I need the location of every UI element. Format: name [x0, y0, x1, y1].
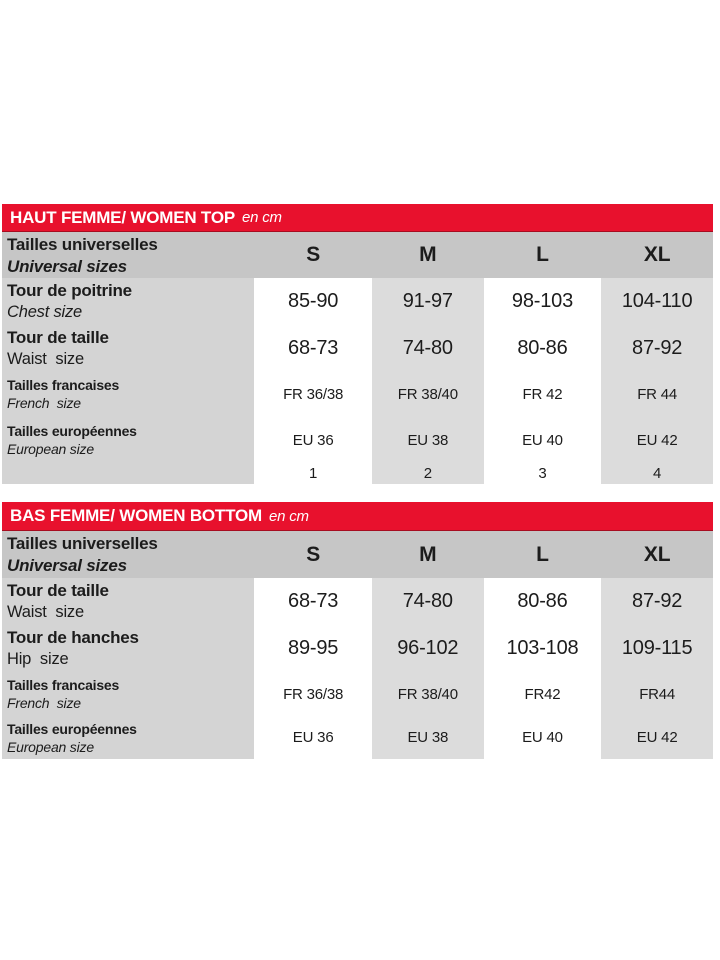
- size-value-cell: FR 38/40: [371, 371, 484, 417]
- size-value-cell: 89-95: [288, 637, 339, 659]
- size-value-cell: EU 40: [522, 431, 563, 449]
- row-label-cell: Tour de poitrine Chest size: [2, 278, 255, 325]
- size-value-cell: 74-80: [371, 325, 484, 371]
- size-value-cell: FR 42: [522, 385, 563, 403]
- size-column-label-m: M: [419, 542, 437, 566]
- row-label-fr: Tailles francaises: [7, 677, 120, 693]
- table-title: HAUT FEMME/ WOMEN TOP: [10, 207, 235, 227]
- unit-label: en cm: [268, 507, 309, 525]
- hip-size-row: Tour de hanches Hip size 89-95 96-102 10…: [2, 625, 713, 672]
- size-column-label-s: S: [306, 243, 321, 266]
- size-value-cell: 103-108: [506, 637, 579, 659]
- size-value-cell: 104-110: [601, 278, 713, 325]
- row-label-cell: Tour de taille Waist size: [2, 325, 255, 371]
- size-column-label-m: M: [419, 243, 437, 266]
- row-label-cell: Tailles francaises French size: [2, 672, 255, 716]
- row-label-cell: Tailles francaises French size: [2, 371, 255, 417]
- size-value-cell: FR 44: [601, 371, 713, 417]
- size-value-cell: 80-86: [517, 590, 568, 612]
- row-label-en: European size: [7, 441, 94, 457]
- row-label-cell: Tailles européennes European size: [2, 716, 255, 759]
- size-index-cell: 2: [371, 463, 484, 484]
- size-value-cell: 80-86: [517, 336, 568, 359]
- size-value-cell: FR 36/38: [283, 685, 344, 703]
- row-label-fr: Tour de hanches: [7, 628, 139, 647]
- size-value-cell: 68-73: [288, 590, 339, 612]
- sizes-header-row: Tailles universelles Universal sizes S M…: [2, 531, 713, 578]
- row-label-en: Waist size: [7, 603, 84, 621]
- women-top-table: HAUT FEMME/ WOMEN TOP en cm Tailles univ…: [2, 204, 713, 484]
- row-label-fr: Tailles européennes: [7, 720, 137, 737]
- size-index-row: 1 2 3 4: [2, 463, 713, 484]
- size-value-cell: EU 38: [371, 417, 484, 463]
- waist-size-row: Tour de taille Waist size 68-73 74-80 80…: [2, 325, 713, 371]
- row-label-fr: Tailles universelles: [7, 234, 158, 254]
- size-index-cell: 4: [601, 463, 713, 484]
- european-size-row: Tailles européennes European size EU 36 …: [2, 716, 713, 759]
- row-label-en: European size: [7, 738, 94, 755]
- size-value-cell: 109-115: [601, 625, 713, 672]
- chest-size-row: Tour de poitrine Chest size 85-90 91-97 …: [2, 278, 713, 325]
- unit-label: en cm: [241, 209, 282, 226]
- size-value-cell: EU 36: [292, 729, 334, 746]
- size-value-cell: FR 38/40: [371, 672, 484, 716]
- size-value-cell: 68-73: [288, 336, 339, 359]
- row-label-fr: Tailles universelles: [7, 534, 158, 553]
- size-value-cell: EU 36: [292, 431, 334, 449]
- table-title: BAS FEMME/ WOMEN BOTTOM: [10, 506, 262, 525]
- size-index-cell: 3: [538, 465, 547, 482]
- size-value-cell: 87-92: [601, 578, 713, 625]
- universal-sizes-label-cell: Tailles universelles Universal sizes: [2, 232, 254, 278]
- women-bottom-title-bar: BAS FEMME/ WOMEN BOTTOM en cm: [2, 502, 713, 531]
- women-top-title-bar: HAUT FEMME/ WOMEN TOP en cm: [2, 204, 713, 232]
- size-value-cell: 98-103: [511, 290, 573, 312]
- empty-label-cell: [2, 463, 255, 484]
- size-value-cell: FR 36/38: [283, 385, 344, 403]
- row-label-en: Universal sizes: [7, 256, 127, 276]
- row-label-fr: Tailles francaises: [7, 377, 120, 393]
- women-bottom-table: BAS FEMME/ WOMEN BOTTOM en cm Tailles un…: [2, 502, 713, 759]
- row-label-en: Waist size: [7, 349, 84, 368]
- size-value-cell: 85-90: [288, 290, 339, 312]
- size-value-cell: FR44: [601, 672, 713, 716]
- size-value-cell: 74-80: [371, 578, 484, 625]
- sizes-header-row: Tailles universelles Universal sizes S M…: [2, 232, 713, 278]
- row-label-cell: Tour de hanches Hip size: [2, 625, 255, 672]
- row-label-fr: Tailles européennes: [7, 423, 137, 439]
- size-column-label-s: S: [306, 542, 321, 566]
- size-column-label-xl: XL: [643, 243, 671, 266]
- waist-size-row: Tour de taille Waist size 68-73 74-80 80…: [2, 578, 713, 625]
- universal-sizes-label-cell: Tailles universelles Universal sizes: [2, 531, 254, 578]
- size-value-cell: FR42: [524, 685, 561, 703]
- row-label-fr: Tour de taille: [7, 581, 109, 600]
- size-index-cell: 1: [309, 465, 318, 482]
- size-column-label-xl: XL: [643, 542, 671, 566]
- size-value-cell: EU 42: [601, 417, 713, 463]
- size-value-cell: 96-102: [371, 625, 484, 672]
- size-value-cell: 91-97: [371, 278, 484, 325]
- row-label-en: Chest size: [7, 303, 83, 321]
- european-size-row: Tailles européennes European size EU 36 …: [2, 417, 713, 463]
- row-label-cell: Tour de taille Waist size: [2, 578, 255, 625]
- french-size-row: Tailles francaises French size FR 36/38 …: [2, 371, 713, 417]
- row-label-cell: Tailles européennes European size: [2, 417, 255, 463]
- size-column-label-l: L: [536, 243, 549, 266]
- row-label-fr: Tour de taille: [7, 327, 109, 347]
- row-label-en: Universal sizes: [7, 556, 127, 575]
- size-value-cell: 87-92: [601, 325, 713, 371]
- size-column-label-l: L: [536, 542, 549, 566]
- size-value-cell: EU 38: [371, 716, 484, 759]
- row-label-fr: Tour de poitrine: [7, 281, 132, 300]
- row-label-en: French size: [7, 695, 81, 711]
- row-label-en: Hip size: [7, 650, 69, 668]
- french-size-row: Tailles francaises French size FR 36/38 …: [2, 672, 713, 716]
- size-value-cell: EU 42: [601, 716, 713, 759]
- size-value-cell: EU 40: [522, 729, 563, 746]
- row-label-en: French size: [7, 395, 81, 411]
